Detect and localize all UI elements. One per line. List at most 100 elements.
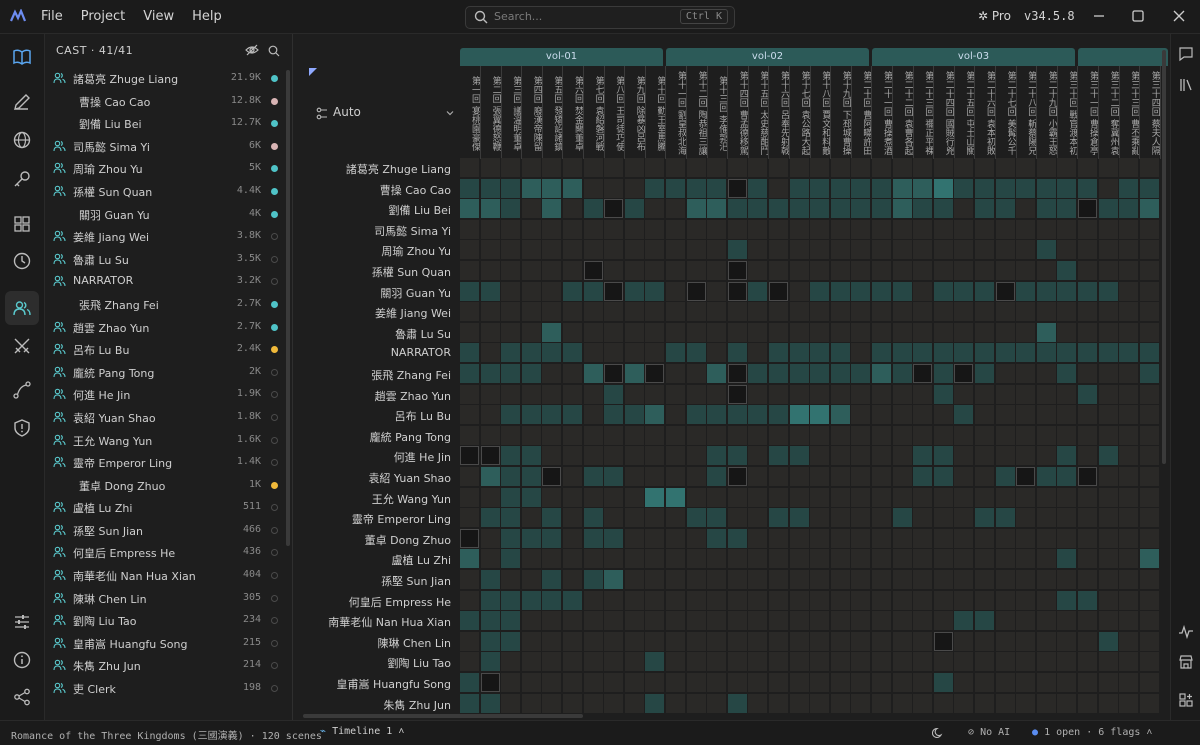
scene-cell[interactable] — [604, 549, 624, 569]
scene-cell[interactable] — [1078, 158, 1097, 177]
scene-cell[interactable] — [1119, 322, 1139, 342]
scene-cell[interactable] — [892, 281, 912, 301]
scene-cell[interactable] — [892, 611, 912, 631]
scene-cell[interactable] — [769, 611, 788, 631]
scene-cell[interactable] — [521, 219, 541, 239]
globe-icon[interactable] — [12, 130, 32, 150]
scene-cell[interactable] — [645, 528, 665, 548]
scene-cell[interactable] — [460, 384, 479, 404]
scene-cell[interactable] — [830, 487, 850, 507]
scene-cell[interactable] — [892, 652, 912, 672]
scene-cell[interactable] — [995, 508, 1015, 528]
scene-cell[interactable] — [748, 219, 768, 239]
scene-cell[interactable] — [604, 652, 624, 672]
scene-cell[interactable] — [686, 693, 706, 713]
color-dot[interactable] — [271, 142, 278, 150]
scene-cell[interactable] — [727, 652, 747, 672]
volume-header[interactable]: vol-01 — [460, 48, 663, 66]
scene-cell[interactable] — [1098, 281, 1118, 301]
scene-cell[interactable] — [542, 446, 562, 466]
store-icon[interactable] — [1178, 654, 1194, 670]
scene-cell[interactable] — [686, 240, 706, 260]
minimize-icon[interactable] — [1091, 8, 1107, 24]
scene-cell[interactable] — [645, 693, 665, 713]
scene-cell[interactable] — [542, 611, 562, 631]
scene-cell[interactable] — [1057, 631, 1077, 651]
scene-cell[interactable] — [1119, 178, 1139, 198]
scene-cell[interactable] — [748, 446, 768, 466]
scene-cell[interactable] — [521, 384, 541, 404]
scene-cell[interactable] — [542, 549, 562, 569]
scene-cell[interactable] — [604, 178, 624, 198]
scene-cell[interactable] — [913, 158, 933, 177]
scene-cell[interactable] — [913, 693, 933, 713]
scene-cell[interactable] — [995, 446, 1015, 466]
scene-cell[interactable] — [1036, 487, 1056, 507]
scene-cell[interactable] — [521, 364, 541, 383]
scene-cell[interactable] — [872, 178, 891, 198]
scene-cell[interactable] — [851, 446, 871, 466]
scene-cell[interactable] — [1016, 281, 1036, 301]
scene-cell[interactable] — [1139, 467, 1159, 486]
scene-cell[interactable] — [1078, 343, 1097, 363]
scene-cell[interactable] — [1078, 652, 1097, 672]
cast-item[interactable]: 曹操 Cao Cao 12.8K — [45, 90, 285, 113]
scene-cell[interactable] — [830, 549, 850, 569]
scene-cell[interactable] — [604, 219, 624, 239]
scene-cell[interactable] — [1078, 631, 1097, 651]
scene-cell[interactable] — [645, 178, 665, 198]
scene-cell[interactable] — [851, 673, 871, 692]
scene-cell[interactable] — [995, 158, 1015, 177]
scene-cell[interactable] — [604, 343, 624, 363]
scene-cell[interactable] — [1139, 178, 1159, 198]
scene-cell[interactable] — [851, 570, 871, 589]
scene-cell[interactable] — [810, 322, 830, 342]
scene-cell[interactable] — [727, 693, 747, 713]
scene-cell[interactable] — [1139, 281, 1159, 301]
scene-cell[interactable] — [624, 652, 644, 672]
row-label[interactable]: 關羽 Guan Yu — [380, 286, 451, 300]
scene-cell[interactable] — [583, 158, 603, 177]
scene-cell[interactable] — [1016, 611, 1036, 631]
scene-cell[interactable] — [707, 302, 727, 322]
scene-cell[interactable] — [872, 240, 891, 260]
scene-cell[interactable] — [830, 673, 850, 692]
scene-cell[interactable] — [542, 405, 562, 425]
scene-cell[interactable] — [933, 446, 953, 466]
scene-cell[interactable] — [624, 549, 644, 569]
scene-cell[interactable] — [830, 425, 850, 445]
scene-cell[interactable] — [1098, 611, 1118, 631]
scene-cell[interactable] — [521, 528, 541, 548]
scene-cell[interactable] — [810, 425, 830, 445]
scene-cell[interactable] — [892, 219, 912, 239]
scene-cell[interactable] — [727, 487, 747, 507]
scene-cell[interactable] — [727, 528, 747, 548]
row-label[interactable]: 王允 Wang Yun — [371, 492, 451, 506]
scene-cell[interactable] — [1119, 487, 1139, 507]
scene-cell[interactable] — [624, 322, 644, 342]
scene-cell[interactable] — [810, 467, 830, 486]
scene-cell[interactable] — [563, 405, 582, 425]
scene-cell[interactable] — [1057, 178, 1077, 198]
scene-cell[interactable] — [645, 570, 665, 589]
scene-cell[interactable] — [521, 467, 541, 486]
scene-cell[interactable] — [1057, 693, 1077, 713]
scene-cell[interactable] — [686, 261, 706, 280]
scene-cell[interactable] — [1057, 673, 1077, 692]
scene-cell[interactable] — [624, 528, 644, 548]
scene-cell[interactable] — [460, 673, 479, 692]
scene-cell[interactable] — [1036, 590, 1056, 610]
cast-item[interactable]: 孫權 Sun Quan 4.4K — [45, 180, 285, 203]
scene-cell[interactable] — [851, 487, 871, 507]
scene-cell[interactable] — [995, 178, 1015, 198]
scene-cell[interactable] — [624, 219, 644, 239]
scene-cell[interactable] — [460, 281, 479, 301]
cast-people-icon[interactable] — [12, 298, 32, 318]
scene-cell[interactable] — [501, 261, 521, 280]
scene-cell[interactable] — [933, 261, 953, 280]
scene-cell[interactable] — [1016, 631, 1036, 651]
scene-cell[interactable] — [1078, 487, 1097, 507]
scene-cell[interactable] — [1119, 240, 1139, 260]
menu-help[interactable]: Help — [192, 9, 222, 24]
scene-cell[interactable] — [872, 364, 891, 383]
